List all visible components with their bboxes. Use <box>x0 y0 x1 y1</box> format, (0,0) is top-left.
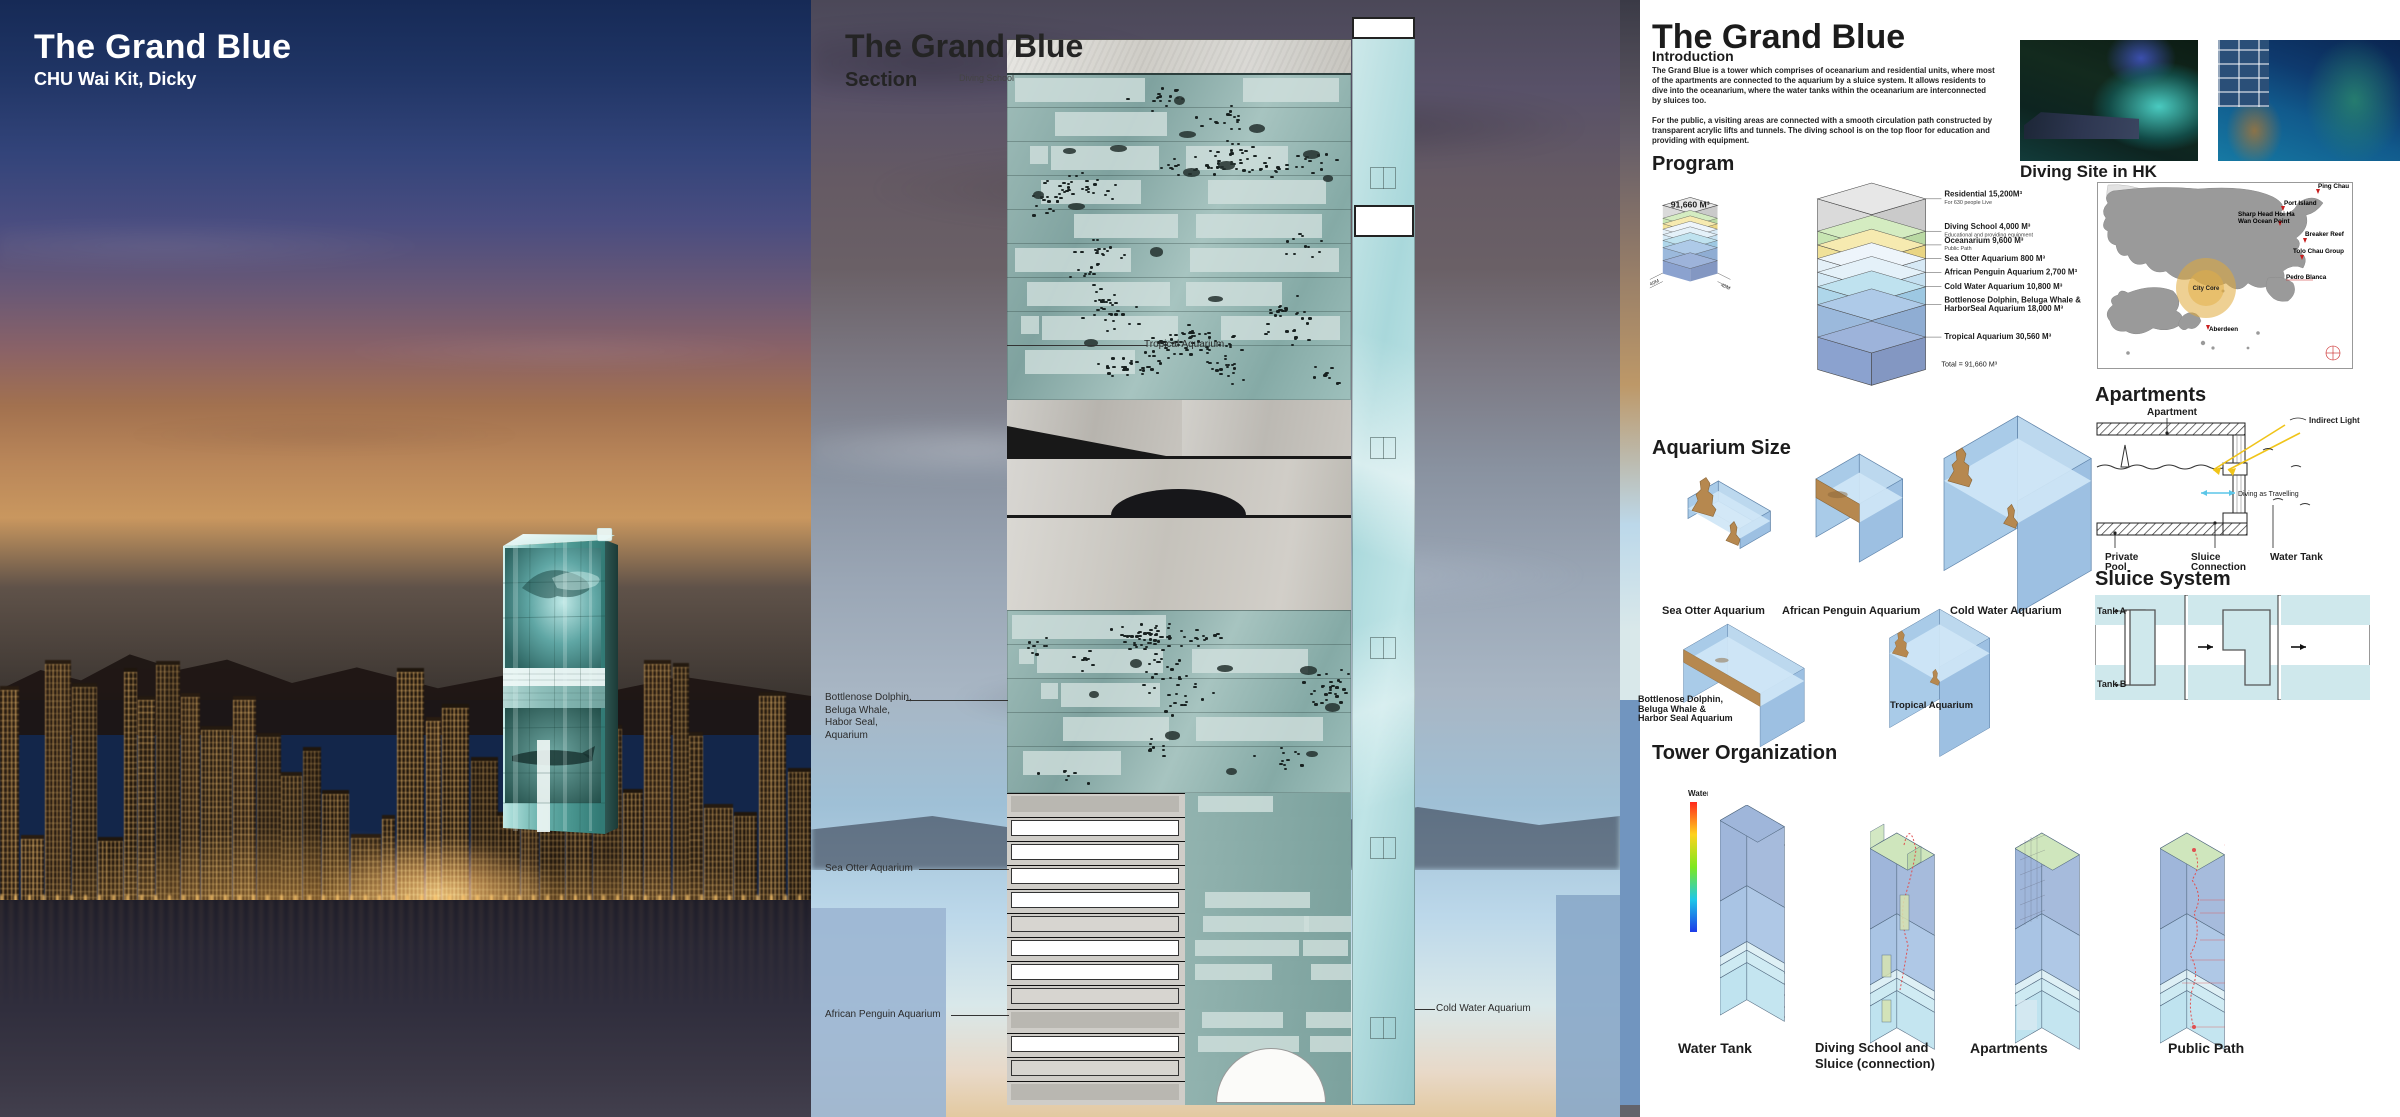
svg-text:Sea Otter Aquarium 800 M³: Sea Otter Aquarium 800 M³ <box>1944 254 2045 263</box>
svg-text:HarborSeal Aquarium 18,000 M³: HarborSeal Aquarium 18,000 M³ <box>1944 304 2063 313</box>
svg-text:Wan Ocean Point: Wan Ocean Point <box>2238 218 2290 225</box>
svg-text:City Core: City Core <box>2193 286 2220 292</box>
svg-text:Indirect Light: Indirect Light <box>2309 416 2360 425</box>
svg-text:Diving School 4,000 M³: Diving School 4,000 M³ <box>1944 222 2030 231</box>
svg-text:Total = 91,660 M³: Total = 91,660 M³ <box>1941 360 1997 369</box>
svg-text:Port Island: Port Island <box>2284 200 2317 207</box>
svg-text:African Penguin Aquarium 2,700: African Penguin Aquarium 2,700 M³ <box>1944 267 2077 276</box>
svg-text:Sharp Head Hoi Ha: Sharp Head Hoi Ha <box>2238 211 2295 218</box>
svg-text:Diving as Travelling: Diving as Travelling <box>2238 491 2299 498</box>
svg-text:Tropical Aquarium 30,560 M³: Tropical Aquarium 30,560 M³ <box>1944 332 2051 341</box>
svg-text:Water Temp.: Water Temp. <box>1688 789 1708 798</box>
svg-text:Bottlenose Dolphin, Beluga Wha: Bottlenose Dolphin, Beluga Whale & <box>1944 296 2081 305</box>
svg-text:Cold Water Aquarium 10,800 M³: Cold Water Aquarium 10,800 M³ <box>1944 282 2062 291</box>
svg-text:Aberdeen: Aberdeen <box>2209 326 2238 333</box>
svg-text:Public Path: Public Path <box>1944 246 1971 252</box>
svg-text:91,660 M³: 91,660 M³ <box>1671 199 1710 209</box>
svg-text:Residential 15,200M³: Residential 15,200M³ <box>1944 190 2022 199</box>
svg-text:For 630 people Live: For 630 people Live <box>1944 200 1992 206</box>
svg-text:Ping Chau: Ping Chau <box>2318 183 2349 190</box>
svg-text:40M: 40M <box>1649 278 1660 288</box>
svg-text:Apartment: Apartment <box>2147 407 2198 418</box>
svg-text:40M: 40M <box>1720 282 1731 292</box>
svg-text:Breaker Reef: Breaker Reef <box>2305 231 2345 238</box>
svg-text:Tolo Chau Group: Tolo Chau Group <box>2293 248 2344 255</box>
svg-text:Water Tank: Water Tank <box>2270 552 2323 563</box>
svg-text:Oceanarium 9,600 M³: Oceanarium 9,600 M³ <box>1944 236 2023 245</box>
svg-text:Tank B: Tank B <box>2097 679 2127 689</box>
